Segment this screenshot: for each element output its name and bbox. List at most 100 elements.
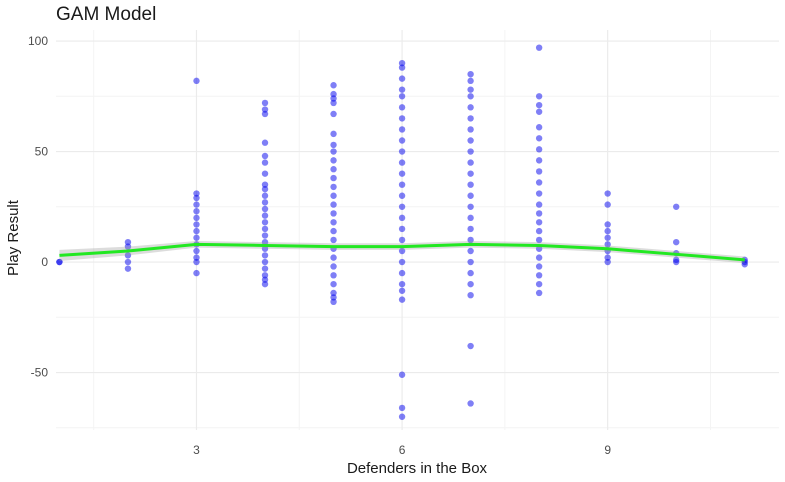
data-point bbox=[741, 261, 748, 268]
data-point bbox=[398, 59, 406, 67]
data-point bbox=[398, 86, 406, 93]
data-point bbox=[261, 245, 269, 252]
data-point bbox=[398, 115, 406, 122]
data-point bbox=[467, 291, 474, 299]
data-point bbox=[330, 294, 337, 301]
data-point bbox=[398, 296, 406, 303]
data-point bbox=[535, 157, 543, 164]
data-point bbox=[330, 272, 337, 279]
data-point bbox=[535, 124, 543, 131]
data-point bbox=[467, 258, 474, 266]
data-point bbox=[330, 141, 337, 149]
y-axis-title: Play Result bbox=[5, 199, 22, 276]
data-point bbox=[535, 289, 543, 297]
data-point bbox=[261, 272, 269, 279]
data-point bbox=[398, 236, 406, 244]
data-point bbox=[261, 170, 269, 177]
data-point bbox=[330, 192, 337, 199]
data-point bbox=[398, 203, 406, 210]
data-point bbox=[535, 236, 543, 244]
data-point bbox=[330, 157, 337, 164]
data-point bbox=[535, 146, 543, 153]
x-tick-label: 3 bbox=[193, 443, 200, 457]
data-point bbox=[330, 130, 337, 138]
data-point bbox=[330, 95, 337, 102]
data-point bbox=[535, 263, 543, 270]
x-axis-title: Defenders in the Box bbox=[347, 460, 488, 477]
data-point bbox=[261, 152, 269, 160]
data-point bbox=[124, 265, 132, 272]
data-point bbox=[398, 192, 406, 199]
data-point bbox=[535, 44, 543, 51]
data-point bbox=[604, 241, 611, 248]
data-point bbox=[467, 247, 474, 255]
data-point bbox=[535, 201, 543, 208]
data-point bbox=[535, 219, 543, 226]
data-point bbox=[467, 192, 474, 199]
data-point bbox=[330, 227, 337, 235]
data-point bbox=[124, 243, 132, 250]
data-point bbox=[467, 280, 474, 288]
data-point bbox=[330, 99, 337, 107]
data-point bbox=[673, 203, 680, 210]
data-point bbox=[604, 227, 611, 235]
data-point bbox=[535, 210, 543, 217]
data-point bbox=[330, 110, 337, 118]
data-point bbox=[398, 148, 406, 155]
data-point bbox=[261, 159, 269, 166]
data-point bbox=[535, 245, 543, 252]
data-point bbox=[467, 86, 474, 93]
data-point bbox=[398, 413, 406, 420]
data-point bbox=[193, 77, 200, 85]
data-point bbox=[398, 159, 406, 166]
smooth-line bbox=[59, 242, 745, 262]
data-point bbox=[261, 258, 269, 266]
data-points bbox=[56, 44, 748, 420]
y-tick-label: 100 bbox=[28, 34, 48, 48]
data-point bbox=[467, 214, 474, 222]
data-point bbox=[604, 190, 611, 197]
data-point bbox=[398, 371, 406, 378]
data-point bbox=[330, 201, 337, 208]
x-tick-labels: 3 6 9 bbox=[193, 443, 611, 457]
data-point bbox=[124, 238, 132, 246]
data-point bbox=[535, 93, 543, 100]
data-point bbox=[535, 179, 543, 186]
data-point bbox=[604, 258, 611, 266]
data-point bbox=[535, 227, 543, 235]
data-point bbox=[604, 201, 611, 208]
data-point bbox=[330, 90, 337, 98]
x-tick-label: 6 bbox=[399, 443, 406, 457]
data-point bbox=[467, 236, 474, 244]
data-point bbox=[535, 168, 543, 175]
data-point bbox=[193, 214, 200, 222]
data-point bbox=[398, 64, 406, 71]
data-point bbox=[261, 205, 269, 213]
data-point bbox=[398, 104, 406, 111]
data-point bbox=[398, 287, 406, 294]
data-point bbox=[330, 236, 337, 244]
data-point bbox=[398, 404, 406, 412]
y-tick-label: 50 bbox=[35, 145, 49, 159]
data-point bbox=[261, 110, 269, 118]
data-point bbox=[261, 181, 269, 188]
data-point bbox=[398, 247, 406, 255]
data-point bbox=[398, 214, 406, 222]
data-point bbox=[673, 238, 680, 246]
data-point bbox=[261, 212, 269, 219]
data-point bbox=[261, 280, 269, 288]
data-point bbox=[261, 238, 269, 246]
data-point bbox=[193, 269, 200, 277]
data-point bbox=[398, 269, 406, 277]
data-point bbox=[467, 181, 474, 188]
data-point bbox=[193, 227, 200, 235]
data-point bbox=[261, 139, 269, 146]
data-point bbox=[330, 289, 337, 297]
data-point bbox=[398, 137, 406, 144]
data-point bbox=[330, 280, 337, 288]
data-point bbox=[467, 269, 474, 277]
data-point bbox=[398, 280, 406, 288]
data-point bbox=[124, 258, 132, 266]
data-point bbox=[330, 174, 337, 182]
